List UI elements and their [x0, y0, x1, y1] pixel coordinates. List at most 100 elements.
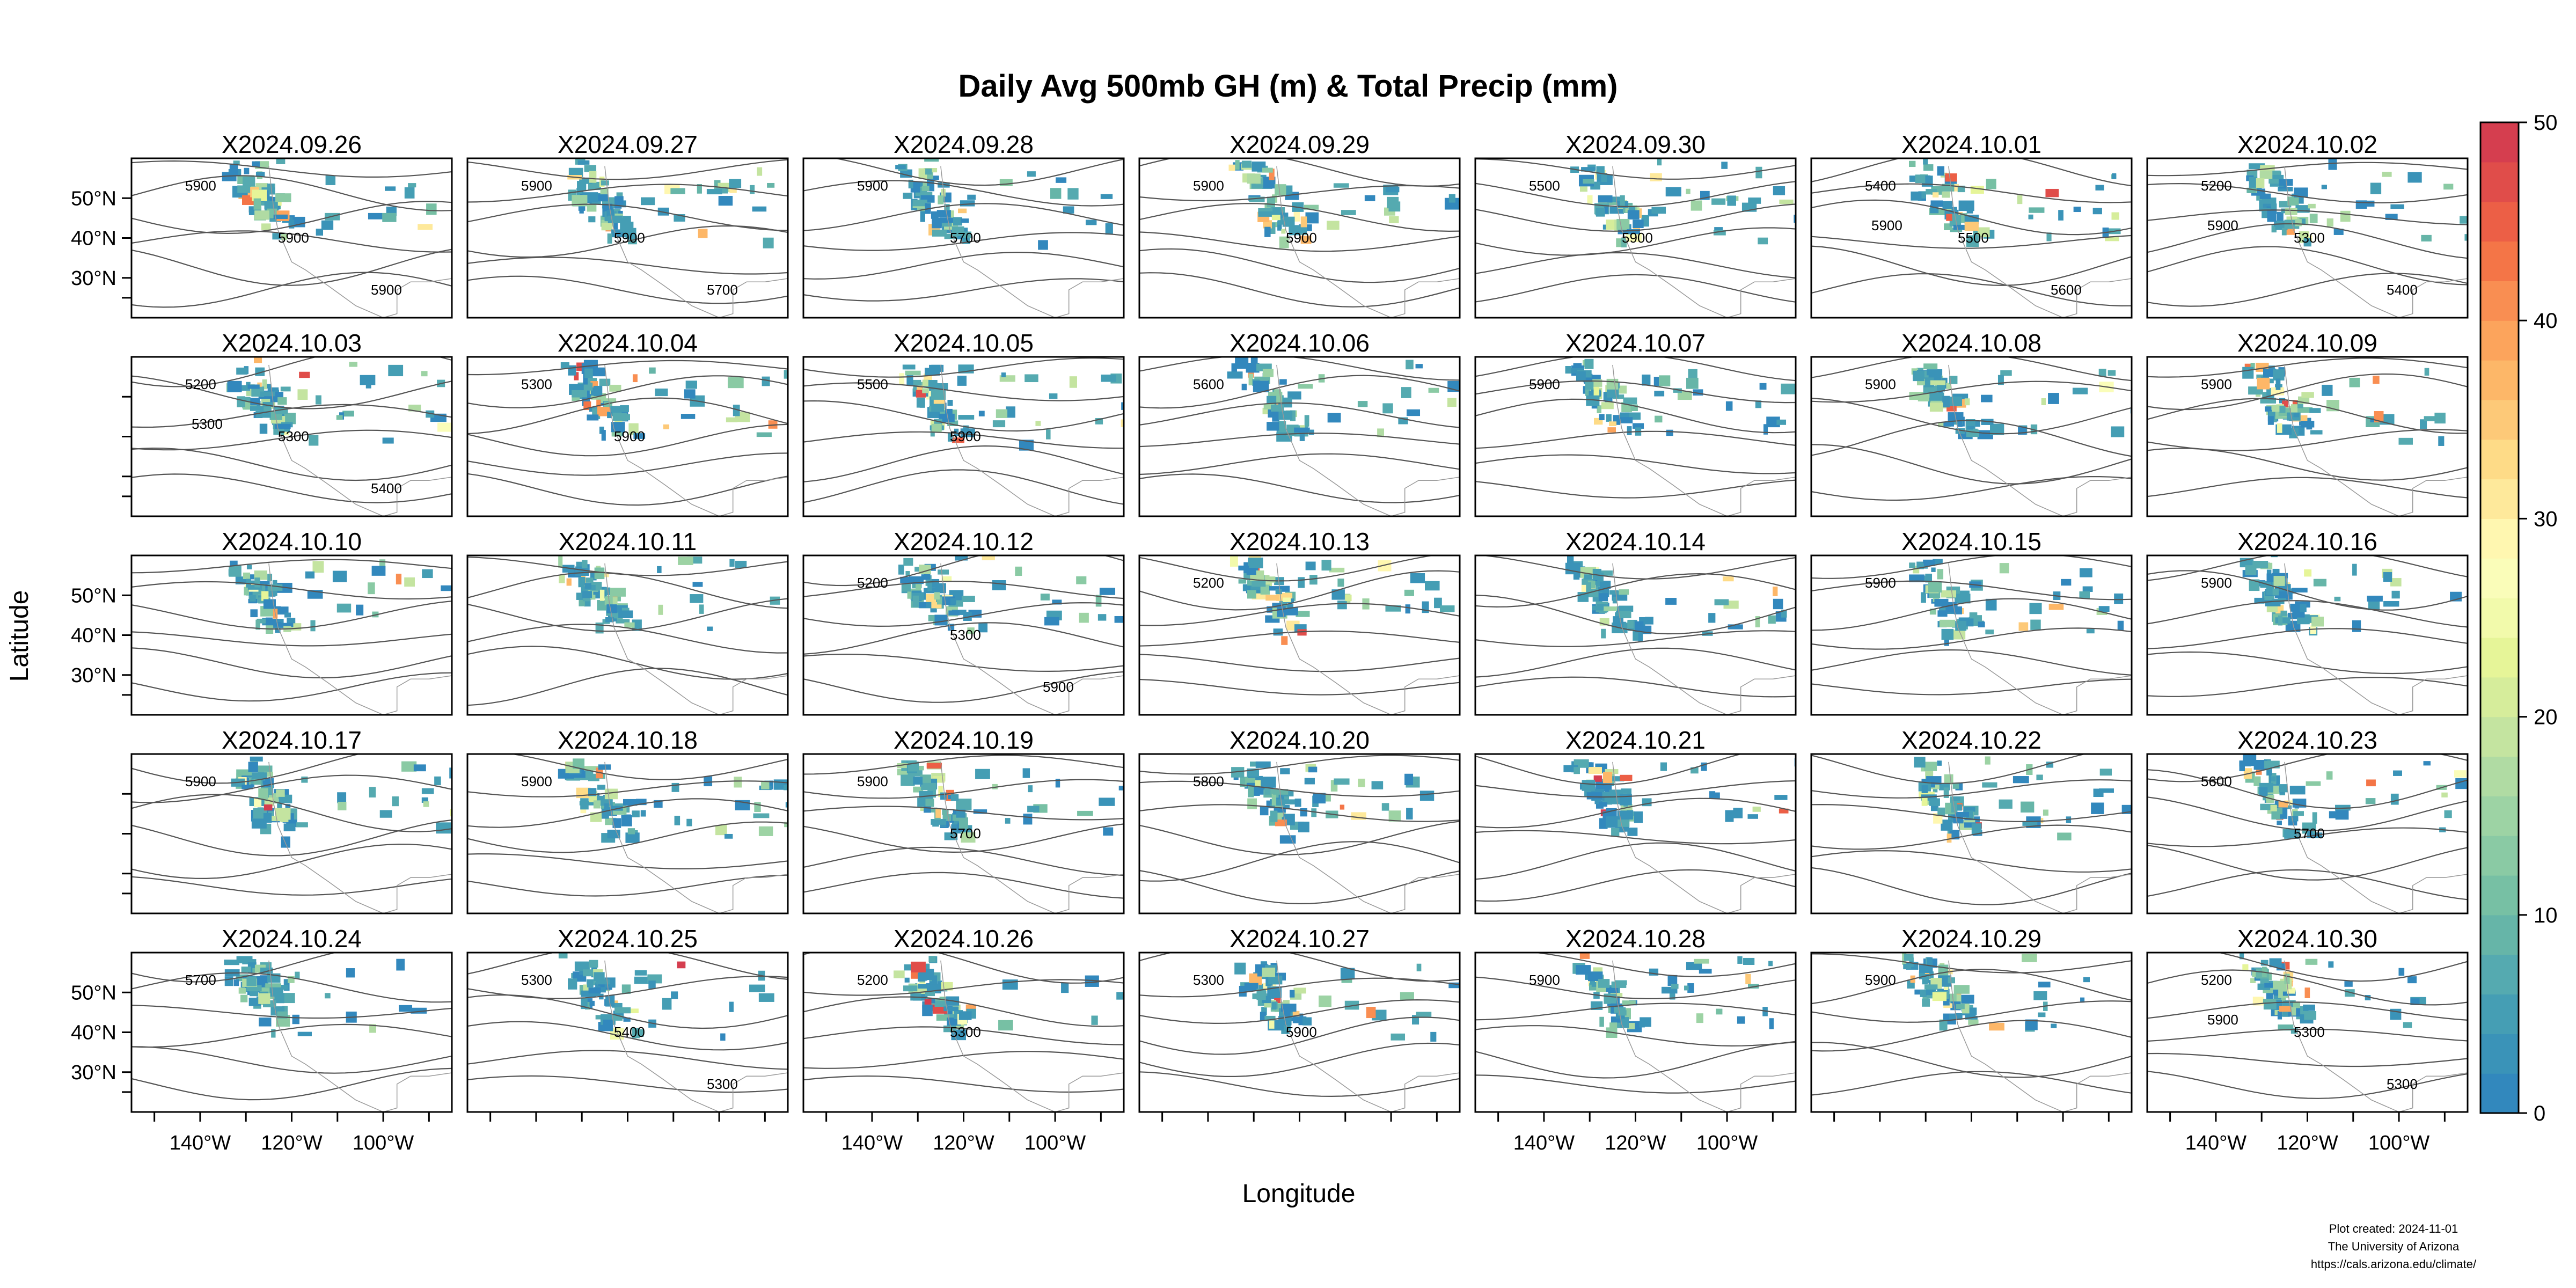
- precip-cell: [258, 788, 268, 800]
- x-tick-label: 100°W: [1696, 1132, 1758, 1154]
- panel-frame: [802, 157, 1125, 319]
- height-contour: [131, 1005, 452, 1019]
- precip-cell: [783, 785, 788, 791]
- precip-cell: [261, 591, 269, 601]
- precip-cell: [2268, 179, 2284, 184]
- precip-cell: [1101, 374, 1116, 382]
- precip-cell: [1246, 568, 1256, 575]
- precip-cell: [1280, 213, 1289, 219]
- precip-cell: [246, 976, 257, 986]
- precip-cell: [1609, 590, 1619, 595]
- height-contour: [131, 160, 452, 178]
- precip-cell: [1619, 794, 1632, 806]
- precip-cell: [1149, 192, 1165, 197]
- precip-cell: [601, 223, 613, 231]
- precip-cell: [2249, 163, 2265, 170]
- precip-cell: [767, 182, 775, 188]
- precip-cell: [1587, 195, 1593, 205]
- precip-cell: [671, 991, 678, 999]
- panel-frame: [130, 753, 453, 914]
- precip-cell: [2287, 987, 2295, 994]
- precip-cell: [1699, 969, 1712, 974]
- precip-cell: [2092, 208, 2102, 215]
- height-contour: [1475, 647, 1796, 678]
- precip-cell: [785, 802, 788, 808]
- precip-cell: [2260, 960, 2268, 966]
- precip-cell: [1594, 799, 1602, 804]
- precip-cell: [264, 804, 273, 811]
- contour-label: 5900: [2201, 575, 2232, 591]
- precip-cell: [1929, 402, 1943, 412]
- precip-cell: [692, 582, 703, 587]
- precip-cell: [1406, 360, 1414, 370]
- precip-cell: [233, 160, 240, 165]
- precip-cell: [1904, 954, 1914, 961]
- precip-cell: [1949, 376, 1958, 384]
- precip-cell: [583, 373, 588, 385]
- precip-cell: [2293, 413, 2300, 418]
- precip-cell: [2250, 978, 2256, 983]
- precip-cell: [1909, 574, 1925, 583]
- panel-frame: [2146, 356, 2469, 517]
- precip-cell: [1293, 987, 1306, 994]
- precip-cell: [947, 420, 958, 426]
- precip-cell: [649, 367, 656, 374]
- precip-cell: [1946, 184, 1955, 189]
- precip-cell: [1248, 786, 1254, 797]
- precip-cell: [1302, 1017, 1312, 1026]
- precip-cell: [1275, 589, 1282, 595]
- contour-label: 5900: [857, 773, 888, 789]
- precip-cell: [1634, 811, 1643, 823]
- height-contour: [467, 953, 788, 980]
- precip-cell: [267, 574, 273, 581]
- precip-cell: [1133, 383, 1148, 393]
- precip-cell: [955, 555, 968, 561]
- precip-cell: [1752, 806, 1761, 812]
- precip-cell: [2285, 208, 2297, 215]
- precip-cell: [1416, 963, 1422, 971]
- precip-cell: [1937, 760, 1942, 766]
- panel-title: X2024.10.23: [2237, 726, 2377, 754]
- precip-cell: [1665, 598, 1677, 605]
- precip-cell: [396, 958, 405, 971]
- panel-title: X2024.10.22: [1901, 726, 2041, 754]
- precip-cell: [1118, 786, 1124, 791]
- precip-cell: [1621, 237, 1627, 247]
- y-tick-label: 40°N: [71, 228, 116, 250]
- precip-cell: [2326, 771, 2333, 780]
- panel-frame: [1474, 157, 1797, 319]
- precip-cell: [1599, 414, 1605, 421]
- precip-cell: [1583, 179, 1594, 184]
- precip-cell: [593, 800, 601, 809]
- contour-label: 5500: [1958, 230, 1989, 246]
- precip-cell: [607, 233, 612, 244]
- precip-cell: [1405, 604, 1411, 614]
- precip-cell: [1263, 404, 1275, 409]
- precip-cell: [931, 211, 939, 219]
- height-contour: [131, 754, 362, 784]
- precip-cell: [1246, 362, 1260, 373]
- height-contour: [2147, 628, 2468, 649]
- precip-cell: [579, 595, 585, 606]
- precip-cell: [706, 189, 722, 195]
- precip-cell: [1657, 158, 1662, 166]
- height-contour: [467, 375, 788, 408]
- precip-cell: [2239, 953, 2244, 960]
- contour-label: 5900: [614, 230, 645, 246]
- precip-cell: [922, 1005, 933, 1016]
- panel: X2024.10.11: [466, 528, 789, 716]
- contour-label: 5900: [950, 428, 981, 444]
- precip-cell: [2424, 368, 2429, 376]
- precip-cell: [1606, 378, 1619, 390]
- contour-label: 5300: [2294, 230, 2325, 246]
- precip-cell: [580, 798, 589, 810]
- height-contour: [1811, 1042, 2132, 1078]
- panel-title: X2024.10.04: [558, 329, 698, 357]
- precip-cell: [2098, 606, 2110, 612]
- precip-cell: [1487, 396, 1502, 402]
- precip-cell: [1990, 423, 2004, 435]
- precip-cell: [1345, 595, 1352, 602]
- x-tick-label: 140°W: [1513, 1132, 1575, 1154]
- precip-cell: [1234, 962, 1246, 975]
